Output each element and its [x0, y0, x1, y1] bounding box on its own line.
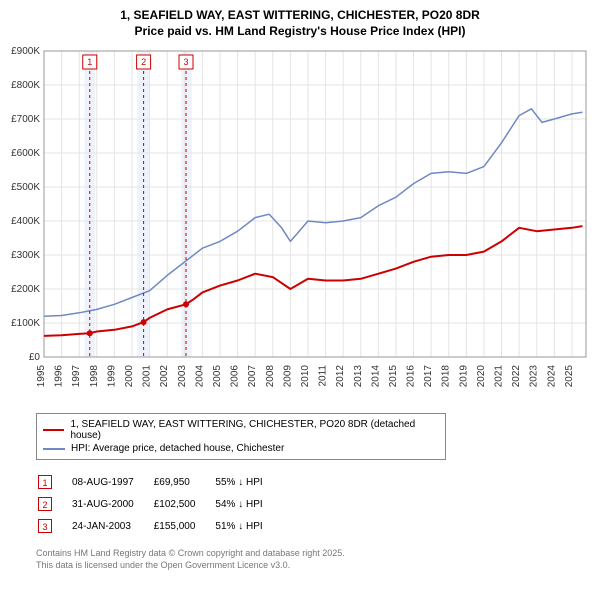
svg-text:£800K: £800K — [11, 80, 40, 91]
sale-events-table: 1 08-AUG-1997£69,95055% ↓ HPI 2 31-AUG-2000… — [36, 470, 283, 538]
footer-line-2: This data is licensed under the Open Gov… — [36, 560, 592, 572]
svg-text:2013: 2013 — [353, 365, 364, 388]
svg-text:2016: 2016 — [406, 365, 417, 388]
svg-text:2011: 2011 — [318, 365, 329, 387]
svg-text:2012: 2012 — [335, 365, 346, 388]
svg-text:2025: 2025 — [564, 365, 575, 388]
svg-text:1: 1 — [87, 57, 92, 67]
event-marker: 2 — [38, 497, 52, 511]
svg-text:2015: 2015 — [388, 365, 399, 388]
svg-text:2019: 2019 — [458, 365, 469, 388]
event-marker: 1 — [38, 475, 52, 489]
svg-text:2020: 2020 — [476, 365, 487, 388]
event-delta: 55% ↓ HPI — [215, 472, 280, 492]
svg-text:1998: 1998 — [89, 365, 100, 388]
svg-text:2008: 2008 — [265, 365, 276, 388]
event-price: £69,950 — [154, 472, 214, 492]
svg-text:2009: 2009 — [282, 365, 293, 388]
legend-label-hpi: HPI: Average price, detached house, Chic… — [71, 443, 284, 454]
svg-text:2000: 2000 — [124, 365, 135, 388]
event-date: 31-AUG-2000 — [72, 494, 152, 514]
svg-text:2017: 2017 — [423, 365, 434, 388]
svg-text:2021: 2021 — [494, 365, 505, 388]
chart-title: 1, SEAFIELD WAY, EAST WITTERING, CHICHES… — [8, 8, 592, 39]
event-price: £155,000 — [154, 516, 214, 536]
svg-text:2006: 2006 — [230, 365, 241, 388]
data-attribution: Contains HM Land Registry data © Crown c… — [36, 548, 592, 571]
svg-text:£600K: £600K — [11, 148, 40, 159]
svg-text:2002: 2002 — [159, 365, 170, 388]
legend-row-hpi: HPI: Average price, detached house, Chic… — [43, 442, 439, 455]
svg-text:2024: 2024 — [546, 365, 557, 388]
svg-text:1995: 1995 — [36, 365, 47, 388]
svg-text:2010: 2010 — [300, 365, 311, 388]
svg-text:3: 3 — [184, 57, 189, 67]
svg-text:2022: 2022 — [511, 365, 522, 388]
legend-swatch-price-paid — [43, 429, 64, 431]
svg-text:1997: 1997 — [71, 365, 82, 388]
sale-event-row: 2 31-AUG-2000£102,50054% ↓ HPI — [38, 494, 281, 514]
svg-text:2014: 2014 — [370, 365, 381, 388]
footer-line-1: Contains HM Land Registry data © Crown c… — [36, 548, 592, 560]
event-price: £102,500 — [154, 494, 214, 514]
svg-text:2018: 2018 — [441, 365, 452, 388]
legend-row-price-paid: 1, SEAFIELD WAY, EAST WITTERING, CHICHES… — [43, 418, 439, 442]
event-delta: 54% ↓ HPI — [215, 494, 280, 514]
svg-text:£900K: £900K — [11, 46, 40, 57]
sale-event-row: 3 24-JAN-2003£155,00051% ↓ HPI — [38, 516, 281, 536]
svg-text:£300K: £300K — [11, 250, 40, 261]
svg-text:£0: £0 — [29, 352, 41, 363]
svg-text:2004: 2004 — [194, 365, 205, 388]
svg-text:£200K: £200K — [11, 284, 40, 295]
title-line-1: 1, SEAFIELD WAY, EAST WITTERING, CHICHES… — [8, 8, 592, 24]
price-chart: £0 £100K £200K £300K £400K £500K £600K £700K £80… — [8, 45, 592, 405]
svg-text:£500K: £500K — [11, 182, 40, 193]
svg-text:1999: 1999 — [106, 365, 117, 388]
svg-text:2005: 2005 — [212, 365, 223, 388]
svg-text:£400K: £400K — [11, 216, 40, 227]
legend-swatch-hpi — [43, 448, 65, 450]
event-date: 08-AUG-1997 — [72, 472, 152, 492]
svg-text:1996: 1996 — [54, 365, 65, 388]
event-date: 24-JAN-2003 — [72, 516, 152, 536]
svg-text:2023: 2023 — [529, 365, 540, 388]
event-marker: 3 — [38, 519, 52, 533]
svg-text:2: 2 — [141, 57, 146, 67]
title-line-2: Price paid vs. HM Land Registry's House … — [8, 24, 592, 40]
svg-text:£100K: £100K — [11, 318, 40, 329]
event-delta: 51% ↓ HPI — [215, 516, 280, 536]
svg-text:2001: 2001 — [142, 365, 153, 388]
sale-event-row: 1 08-AUG-1997£69,95055% ↓ HPI — [38, 472, 281, 492]
svg-text:2007: 2007 — [247, 365, 258, 388]
svg-text:2003: 2003 — [177, 365, 188, 388]
legend: 1, SEAFIELD WAY, EAST WITTERING, CHICHES… — [36, 413, 446, 460]
chart-canvas: £0 £100K £200K £300K £400K £500K £600K £700K £80… — [8, 45, 592, 405]
legend-label-price-paid: 1, SEAFIELD WAY, EAST WITTERING, CHICHES… — [70, 419, 439, 441]
svg-text:£700K: £700K — [11, 114, 40, 125]
